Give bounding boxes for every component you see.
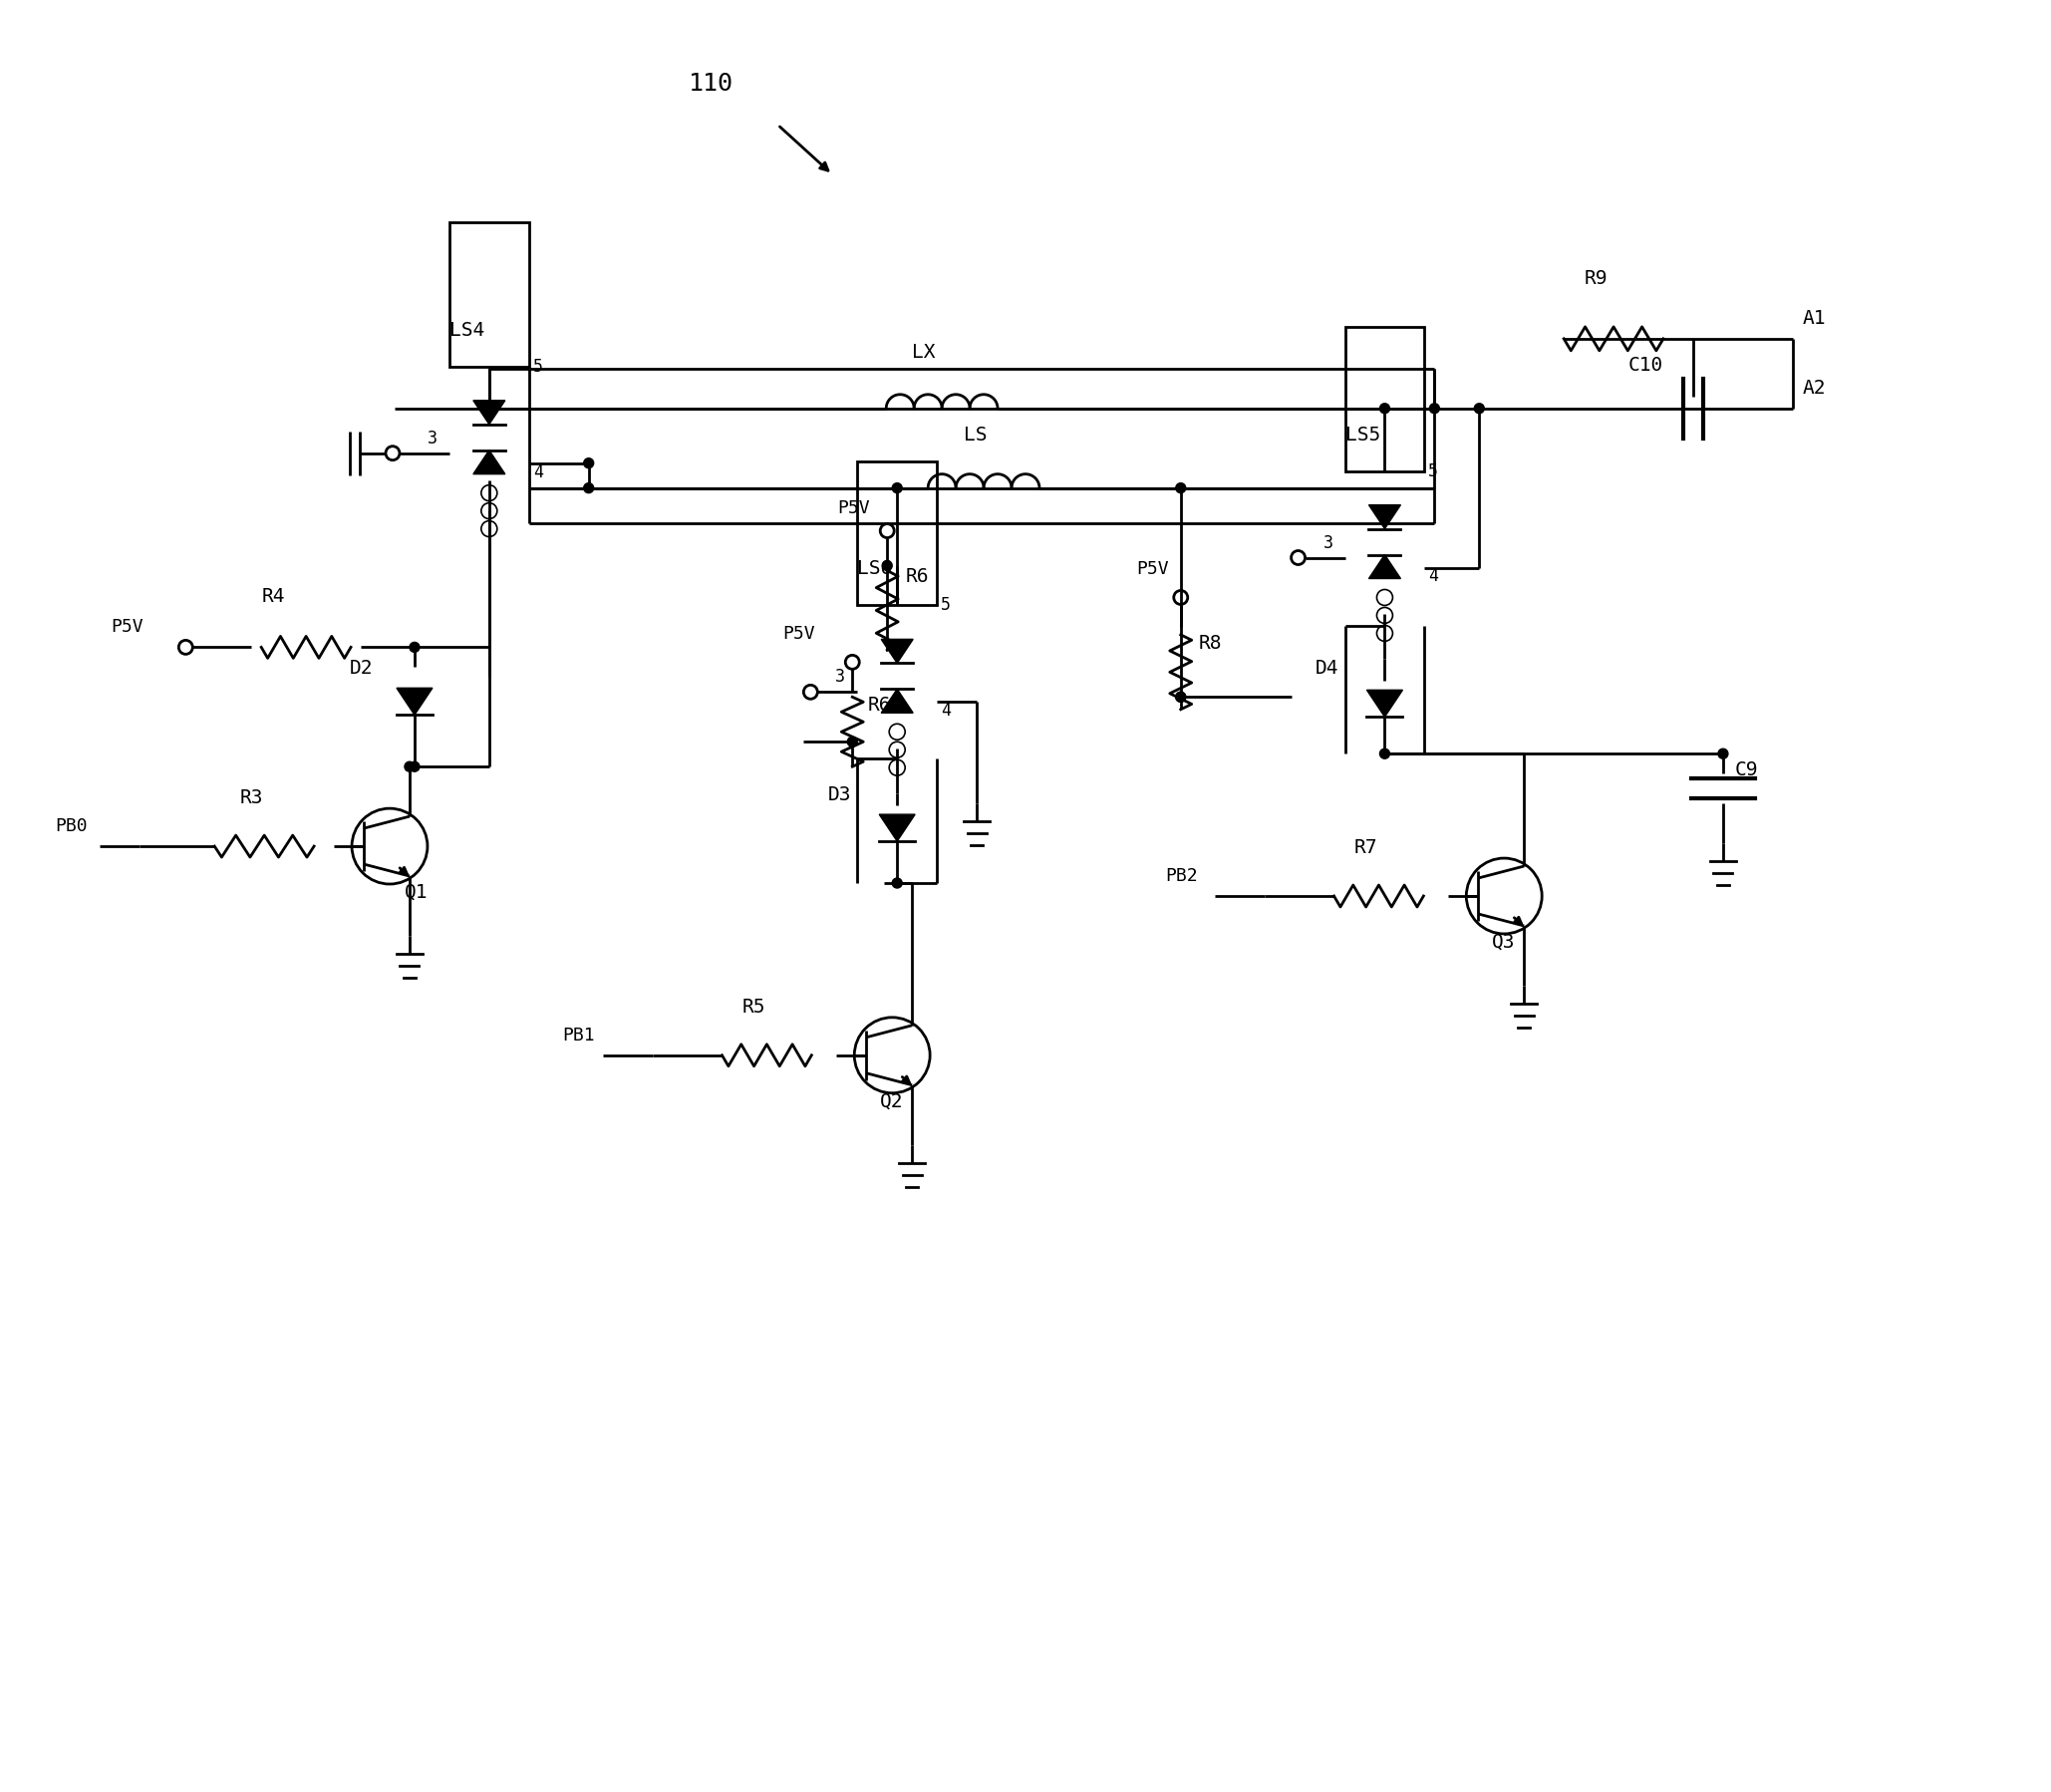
Circle shape: [1380, 749, 1391, 760]
Text: 5: 5: [1427, 462, 1438, 480]
Circle shape: [892, 484, 902, 495]
Text: R4: R4: [260, 588, 285, 606]
Circle shape: [410, 762, 420, 772]
Text: R5: R5: [742, 996, 765, 1016]
Text: C9: C9: [1735, 760, 1758, 780]
Circle shape: [1175, 694, 1185, 702]
Text: D4: D4: [1315, 659, 1339, 677]
Text: LS6: LS6: [857, 559, 892, 579]
Text: 3: 3: [835, 668, 845, 686]
Text: P5V: P5V: [111, 618, 144, 636]
Text: D3: D3: [827, 785, 851, 805]
Polygon shape: [1368, 505, 1401, 529]
Text: 4: 4: [1427, 568, 1438, 586]
Text: 4: 4: [533, 462, 544, 480]
Bar: [449, 224, 529, 367]
Text: 5: 5: [533, 357, 544, 375]
Circle shape: [404, 762, 414, 772]
Text: PB0: PB0: [55, 817, 88, 835]
Polygon shape: [880, 815, 915, 842]
Text: 3: 3: [427, 428, 437, 446]
Circle shape: [847, 737, 857, 747]
Text: LS: LS: [964, 425, 987, 444]
Polygon shape: [474, 401, 505, 425]
Circle shape: [1719, 749, 1729, 760]
Circle shape: [882, 561, 892, 572]
Circle shape: [484, 405, 494, 414]
Text: P5V: P5V: [783, 625, 814, 643]
Circle shape: [1430, 405, 1440, 414]
Polygon shape: [882, 690, 913, 713]
Text: PB1: PB1: [562, 1025, 595, 1043]
Text: P5V: P5V: [837, 498, 870, 516]
Text: 110: 110: [689, 72, 732, 95]
Circle shape: [410, 643, 420, 652]
Text: R8: R8: [1198, 634, 1222, 652]
Bar: [857, 462, 937, 606]
Circle shape: [1380, 405, 1391, 414]
Text: 3: 3: [1323, 534, 1333, 552]
Polygon shape: [882, 640, 913, 663]
Text: 5: 5: [941, 597, 952, 615]
Text: LS4: LS4: [449, 321, 484, 339]
Text: LX: LX: [913, 342, 935, 362]
Polygon shape: [396, 688, 433, 715]
Text: R3: R3: [240, 788, 263, 806]
Text: A2: A2: [1803, 378, 1825, 398]
Circle shape: [892, 878, 902, 889]
Text: R7: R7: [1354, 839, 1378, 857]
Text: PB2: PB2: [1165, 867, 1198, 885]
Text: P5V: P5V: [1136, 561, 1169, 579]
Text: D2: D2: [351, 659, 373, 677]
Text: Q3: Q3: [1493, 932, 1516, 952]
Text: R9: R9: [1583, 269, 1608, 289]
Text: R6: R6: [868, 695, 890, 715]
Text: C10: C10: [1628, 355, 1663, 375]
Text: Q1: Q1: [404, 882, 429, 901]
Circle shape: [1175, 694, 1185, 702]
Bar: [1345, 328, 1425, 471]
Text: A1: A1: [1803, 308, 1825, 328]
Text: Q2: Q2: [880, 1091, 904, 1111]
Polygon shape: [474, 452, 505, 475]
Polygon shape: [1366, 690, 1403, 717]
Text: R6: R6: [904, 568, 929, 586]
Circle shape: [1175, 484, 1185, 495]
Circle shape: [1475, 405, 1485, 414]
Circle shape: [585, 484, 593, 495]
Polygon shape: [1368, 556, 1401, 579]
Text: 4: 4: [941, 701, 952, 719]
Circle shape: [585, 459, 593, 470]
Text: LS5: LS5: [1345, 425, 1380, 444]
